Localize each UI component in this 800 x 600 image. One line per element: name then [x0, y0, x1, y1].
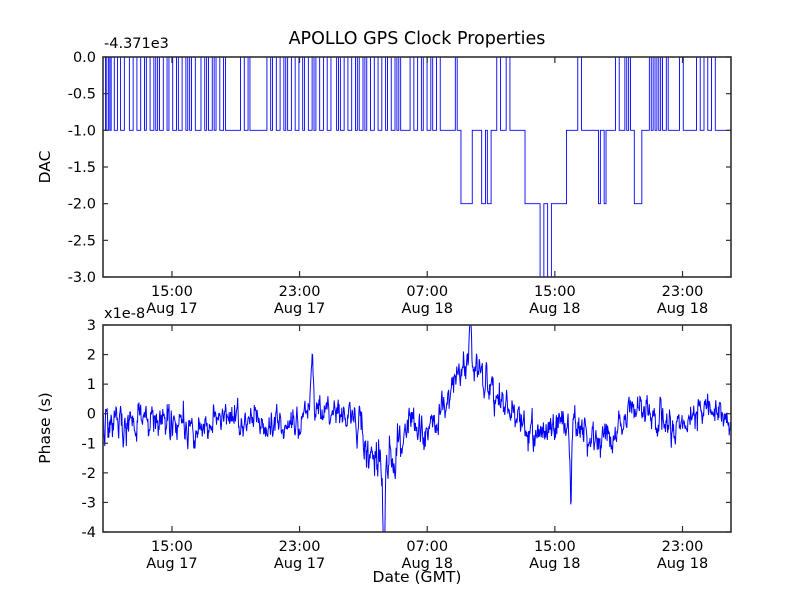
y-tick-label: -3 [82, 495, 96, 511]
phase-offset-label: x1e-8 [104, 306, 145, 322]
x-tick-label-date: Aug 17 [146, 301, 197, 317]
phase-x-axis-label: Date (GMT) [373, 568, 462, 586]
dac-axes-frame [102, 56, 732, 278]
x-tick-label-date: Aug 18 [657, 301, 708, 317]
y-tick-label: -4 [82, 525, 96, 541]
phase-traces [102, 324, 732, 533]
y-tick-label: -1.0 [68, 123, 96, 139]
y-tick-label: 3 [87, 318, 96, 334]
y-tick-label: 0.0 [73, 50, 96, 66]
x-tick-label-time: 23:00 [662, 539, 704, 555]
x-tick-label-date: Aug 17 [146, 556, 197, 572]
y-tick-label: -2.0 [68, 197, 96, 213]
x-tick-label-time: 23:00 [279, 539, 321, 555]
y-tick-label: -3.0 [68, 270, 96, 286]
x-tick-label-time: 15:00 [151, 284, 193, 300]
dac-y-axis-label: DAC [36, 151, 54, 184]
phase-y-tick-group: 3 2 1 0 -1 -2 -3 -4 [82, 318, 731, 541]
y-tick-label: -2 [82, 466, 96, 482]
x-tick-label-time: 07:00 [406, 539, 448, 555]
phase-noise-trace [102, 324, 732, 533]
dac-step-trace [103, 56, 732, 278]
dac-y-tick-group: 0.0 -0.5 -1.0 -1.5 -2.0 -2.5 -3.0 [68, 50, 731, 286]
page-title: APOLLO GPS Clock Properties [289, 29, 546, 49]
x-tick-label-time: 15:00 [534, 284, 576, 300]
x-tick-label-time: 15:00 [151, 539, 193, 555]
y-tick-label: -1 [82, 436, 96, 452]
y-tick-label: 2 [87, 348, 96, 364]
y-tick-label: 0 [87, 407, 96, 423]
phase-y-axis-label: Phase (s) [36, 392, 54, 463]
phase-axes-frame [102, 324, 732, 533]
x-tick-label-date: Aug 18 [657, 556, 708, 572]
x-tick-label-date: Aug 18 [529, 301, 580, 317]
x-tick-label-time: 23:00 [662, 284, 704, 300]
x-tick-label-time: 07:00 [406, 284, 448, 300]
x-tick-label-time: 15:00 [534, 539, 576, 555]
y-tick-label: -1.5 [68, 160, 96, 176]
x-tick-label-date: Aug 17 [274, 556, 325, 572]
x-tick-label-date: Aug 18 [529, 556, 580, 572]
x-tick-label-time: 23:00 [279, 284, 321, 300]
dac-panel: APOLLO GPS Clock Properties -4.371e3 0.0… [36, 29, 732, 317]
x-tick-label-date: Aug 18 [402, 556, 453, 572]
x-tick-label-date: Aug 17 [274, 301, 325, 317]
dac-offset-label: -4.371e3 [104, 36, 169, 52]
y-tick-label: 1 [87, 377, 96, 393]
y-tick-label: -0.5 [68, 87, 96, 103]
dac-traces [103, 56, 732, 278]
x-tick-label-date: Aug 18 [402, 301, 453, 317]
y-tick-label: -2.5 [68, 233, 96, 249]
